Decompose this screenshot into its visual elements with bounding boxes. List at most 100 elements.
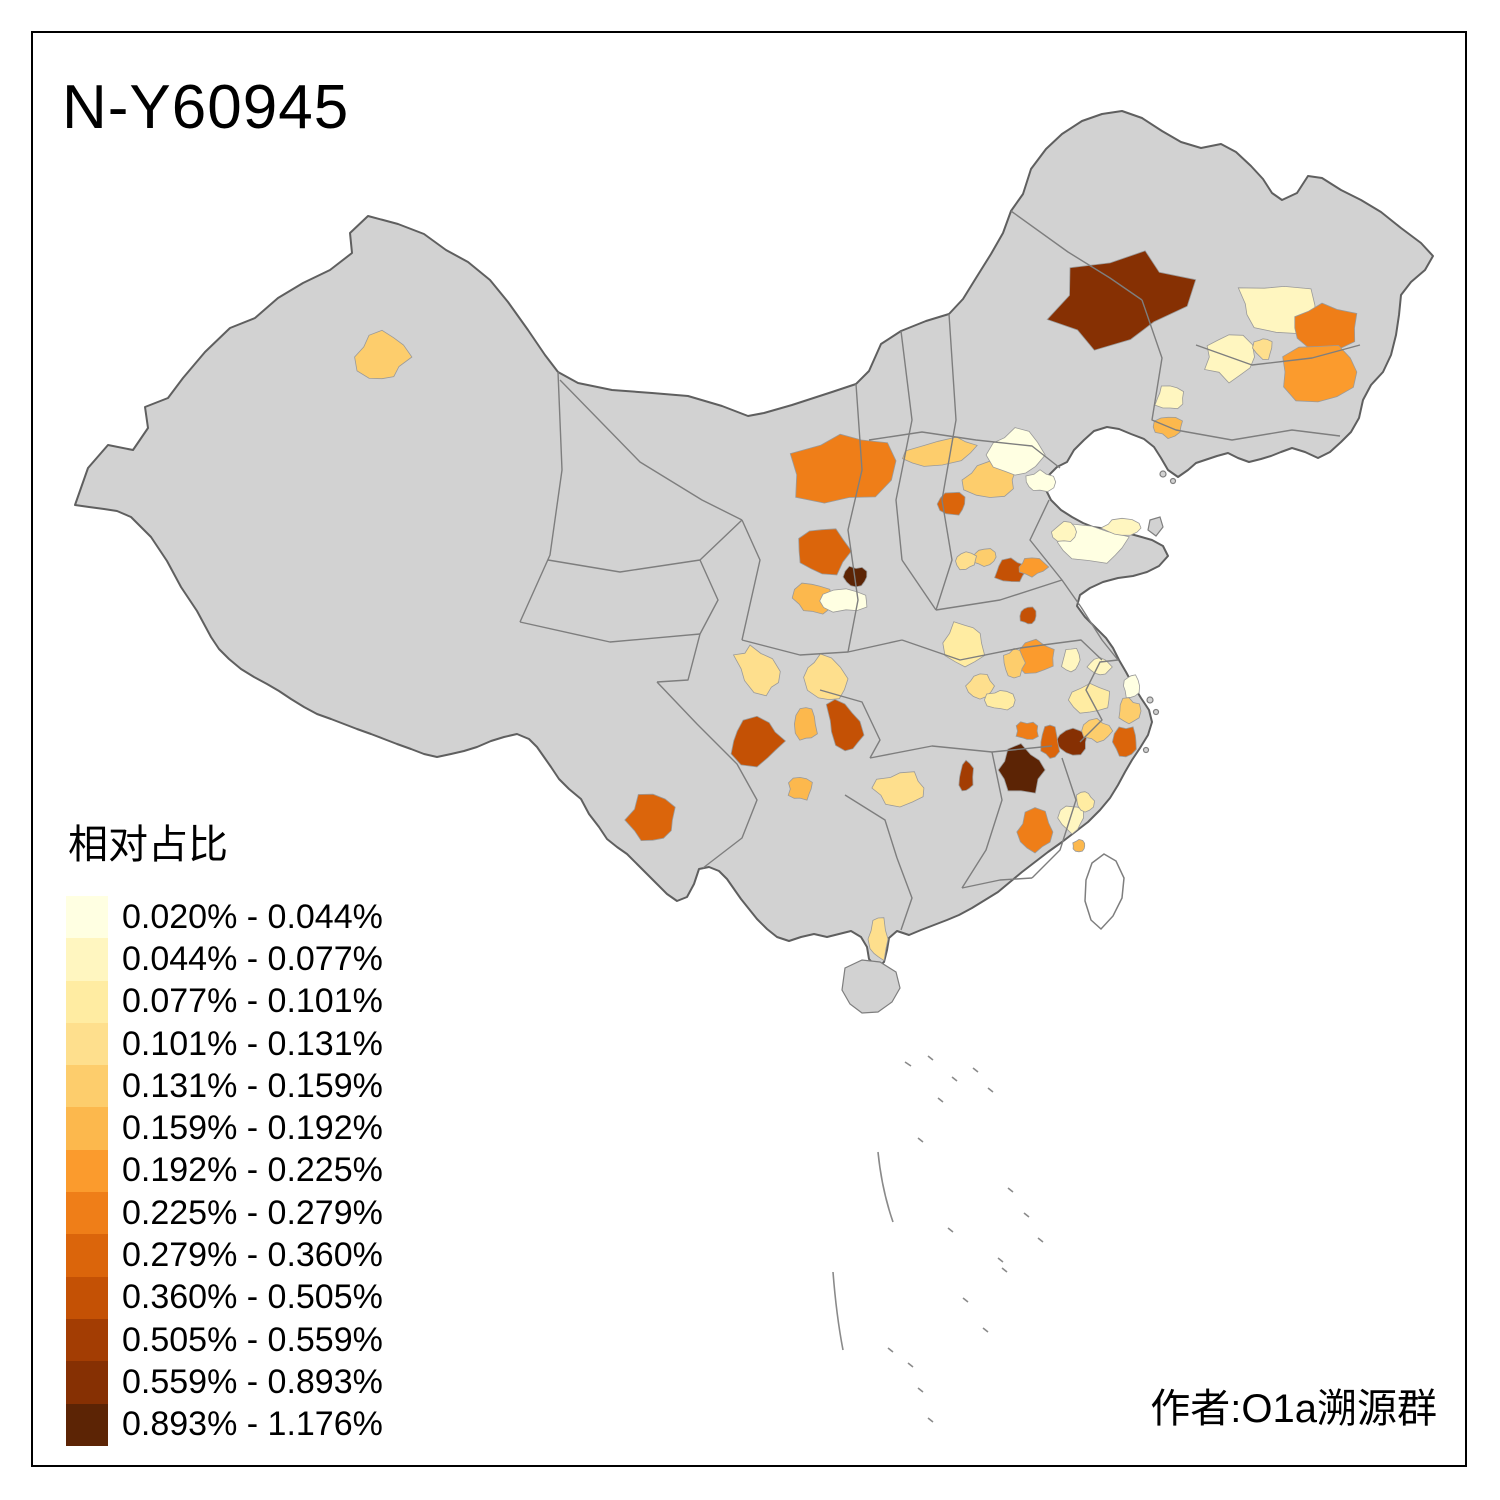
legend-range-label: 0.131% - 0.159% xyxy=(122,1066,383,1105)
map-region xyxy=(1204,334,1255,384)
province-borders xyxy=(519,210,1361,931)
map-region xyxy=(1050,520,1077,542)
map-region xyxy=(354,329,413,380)
map-region xyxy=(1003,648,1026,679)
map-region xyxy=(955,551,977,571)
map-region xyxy=(985,427,1046,476)
map-region xyxy=(732,644,781,697)
map-region xyxy=(983,690,1016,711)
legend-color-swatch xyxy=(66,1022,108,1066)
legend-color-swatch xyxy=(66,980,108,1023)
map-region xyxy=(1118,697,1142,725)
map-region xyxy=(1072,838,1086,853)
legend-range-label: 0.077% - 0.101% xyxy=(122,982,383,1021)
taiwan-island xyxy=(1084,853,1125,931)
legend-color-swatch xyxy=(66,896,108,939)
coastal-islet xyxy=(1169,477,1177,485)
map-region xyxy=(1057,805,1084,835)
coastal-islet xyxy=(1147,516,1164,537)
map-region xyxy=(789,433,897,504)
legend-color-swatch xyxy=(66,1234,108,1277)
map-region xyxy=(1252,338,1273,361)
legend-item: 0.279% - 0.360% xyxy=(66,1234,383,1277)
map-region xyxy=(787,776,813,801)
legend-range-label: 0.893% - 1.176% xyxy=(122,1405,383,1444)
legend-range-label: 0.225% - 0.279% xyxy=(122,1193,383,1232)
coastal-islet xyxy=(1146,696,1154,704)
legend-item: 0.893% - 1.176% xyxy=(66,1403,383,1446)
map-region xyxy=(825,698,865,752)
map-region xyxy=(1111,726,1137,758)
legend-item: 0.131% - 0.159% xyxy=(66,1065,383,1108)
islands xyxy=(841,470,1177,1014)
legend-range-label: 0.559% - 0.893% xyxy=(122,1362,383,1401)
legend-range-label: 0.020% - 0.044% xyxy=(122,897,383,936)
legend-item: 0.101% - 0.131% xyxy=(66,1022,383,1066)
legend-item: 0.077% - 0.101% xyxy=(66,980,383,1023)
hainan-island xyxy=(841,959,901,1014)
map-region xyxy=(997,743,1046,794)
legend-item: 0.559% - 0.893% xyxy=(66,1361,383,1404)
map-region xyxy=(1152,416,1183,440)
map-region xyxy=(1099,517,1142,536)
map-region xyxy=(1067,682,1111,714)
legend-title: 相对占比 xyxy=(68,823,228,867)
map-region xyxy=(1025,469,1057,493)
legend-item: 0.020% - 0.044% xyxy=(66,896,383,939)
map-region xyxy=(1040,724,1061,759)
map-region xyxy=(1061,647,1081,673)
legend-color-swatch xyxy=(66,1276,108,1319)
map-region xyxy=(994,557,1027,583)
coastal-islet xyxy=(1159,470,1167,478)
legend-item: 0.505% - 0.559% xyxy=(66,1318,383,1362)
plot-frame xyxy=(31,31,1467,1467)
legend-range-label: 0.360% - 0.505% xyxy=(122,1278,383,1317)
legend-item: 0.159% - 0.192% xyxy=(66,1107,383,1150)
map-region xyxy=(871,771,925,808)
legend-item: 0.044% - 0.077% xyxy=(66,938,383,981)
page-title: N-Y60945 xyxy=(62,73,350,142)
coastal-islet xyxy=(1142,746,1150,754)
map-region xyxy=(1016,807,1054,854)
south-china-sea-marks xyxy=(832,1055,1044,1423)
map-region xyxy=(624,793,676,842)
map-region xyxy=(958,759,974,792)
map-region xyxy=(730,715,787,768)
choropleth-regions xyxy=(354,250,1358,962)
map-region xyxy=(867,917,889,962)
map-region xyxy=(1046,250,1197,351)
legend-range-label: 0.505% - 0.559% xyxy=(122,1320,383,1359)
legend: 相对占比 0.020% - 0.044% 0.044% - 0.077% 0.077… xyxy=(66,812,383,1446)
legend-color-swatch xyxy=(66,938,108,981)
map-region xyxy=(1076,791,1096,813)
legend-range-label: 0.101% - 0.131% xyxy=(122,1024,383,1063)
legend-item: 0.192% - 0.225% xyxy=(66,1149,383,1193)
legend-color-swatch xyxy=(66,1107,108,1150)
legend-items: 0.020% - 0.044% 0.044% - 0.077% 0.077% - 0… xyxy=(66,896,383,1446)
legend-range-label: 0.159% - 0.192% xyxy=(122,1109,383,1148)
legend-color-swatch xyxy=(66,1318,108,1362)
legend-color-swatch xyxy=(66,1149,108,1193)
map-region xyxy=(1154,385,1185,410)
map-region xyxy=(1018,557,1050,578)
legend-range-label: 0.192% - 0.225% xyxy=(122,1151,383,1190)
map-region xyxy=(793,707,818,741)
legend-color-swatch xyxy=(66,1403,108,1446)
map-region xyxy=(798,528,853,576)
map-region xyxy=(942,621,986,668)
author-credit: 作者:O1a溯源群 xyxy=(1150,1387,1437,1431)
map-region xyxy=(1123,674,1141,699)
legend-item: 0.360% - 0.505% xyxy=(66,1276,383,1319)
map-region xyxy=(1019,606,1037,625)
map-region xyxy=(1081,717,1114,743)
legend-range-label: 0.044% - 0.077% xyxy=(122,939,383,978)
coastal-islet xyxy=(1152,708,1160,716)
map-region xyxy=(791,582,833,615)
map-region xyxy=(1015,721,1039,740)
legend-color-swatch xyxy=(66,1192,108,1235)
legend-color-swatch xyxy=(66,1065,108,1108)
legend-range-label: 0.279% - 0.360% xyxy=(122,1236,383,1275)
legend-color-swatch xyxy=(66,1361,108,1404)
